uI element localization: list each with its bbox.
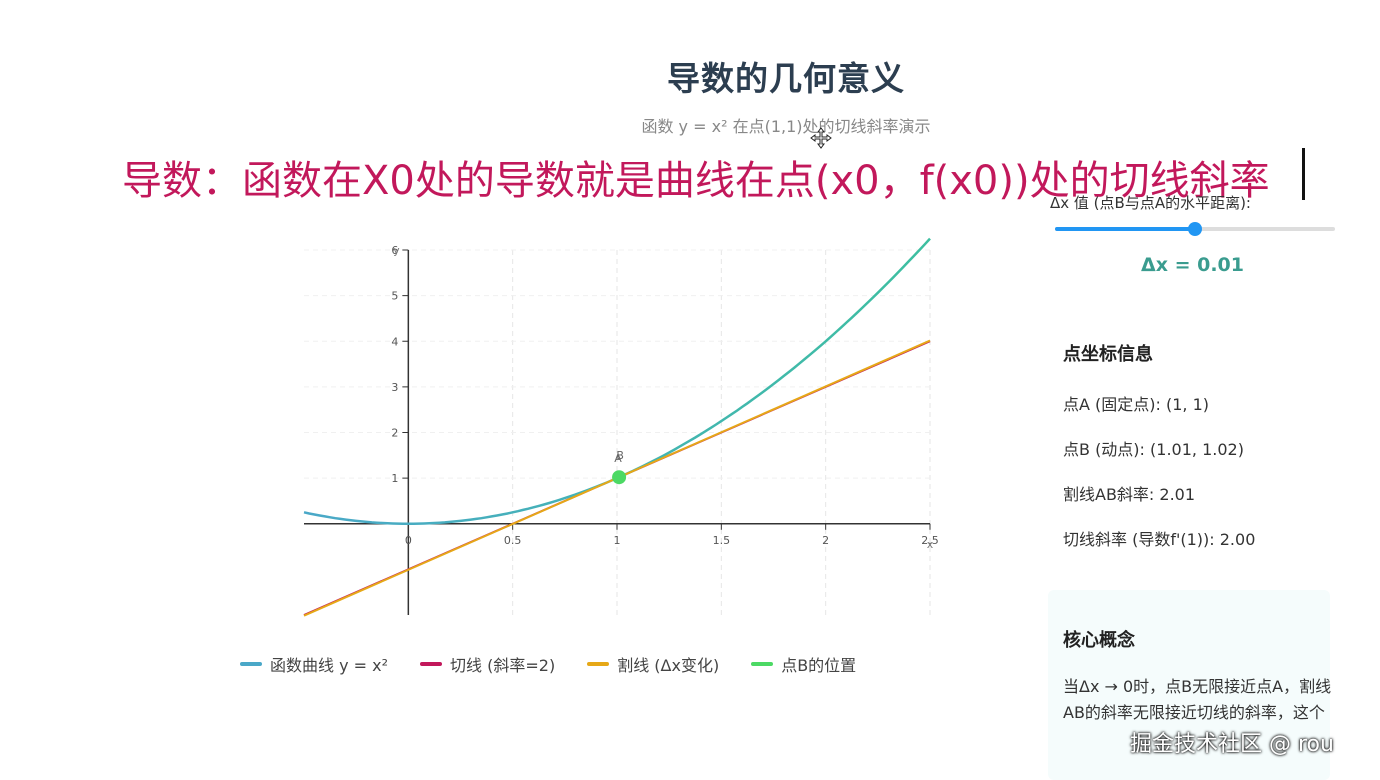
- derivative-chart: 0 0.5 1 1.5 2 2.5 1 2 3 4 5 6 x y AB: [303, 237, 939, 617]
- legend-label: 点B的位置: [781, 656, 857, 675]
- y-tick-label: 2: [391, 427, 398, 440]
- y-tick-label: 6: [391, 244, 398, 257]
- x-axis-label: x: [927, 538, 934, 551]
- text-caret: [1302, 148, 1305, 200]
- legend-swatch: [240, 662, 262, 666]
- x-tick-label: 2: [822, 534, 829, 547]
- overlay-caption: 导数：函数在X0处的导数就是曲线在点(x0，f(x0))处的切线斜率: [122, 158, 1270, 204]
- legend-item[interactable]: 点B的位置: [751, 652, 856, 676]
- chart-legend: 函数曲线 y = x² 切线 (斜率=2) 割线 (Δx变化) 点B的位置: [240, 652, 856, 676]
- y-tick-label: 1: [391, 472, 398, 485]
- x-tick-label: 2.5: [921, 534, 939, 547]
- x-tick-label: 1.5: [713, 534, 731, 547]
- info-heading: 点坐标信息: [1063, 344, 1153, 365]
- y-tick-label: 4: [391, 335, 398, 348]
- legend-label: 割线 (Δx变化): [617, 656, 720, 675]
- legend-label: 切线 (斜率=2): [450, 656, 556, 675]
- y-tick-label: 3: [391, 381, 398, 394]
- page-subtitle: 函数 y = x² 在点(1,1)处的切线斜率演示: [641, 117, 931, 136]
- watermark: 掘金技术社区 @ rou: [1130, 732, 1334, 757]
- move-cursor-icon: [810, 127, 832, 149]
- tangent-slope-info: 切线斜率 (导数f'(1)): 2.00: [1063, 530, 1256, 549]
- dx-slider-fill: [1055, 227, 1195, 231]
- y-tick-label: 5: [391, 290, 398, 303]
- point-a-label: A: [614, 452, 622, 465]
- legend-swatch: [587, 662, 610, 666]
- dx-slider-thumb[interactable]: [1188, 222, 1202, 236]
- x-tick-label: 0: [405, 534, 412, 547]
- point-b-label: B: [616, 449, 624, 462]
- legend-item[interactable]: 割线 (Δx变化): [587, 652, 719, 676]
- y-axis-label: y: [393, 244, 400, 257]
- page-title: 导数的几何意义: [667, 59, 905, 98]
- point-a-info: 点A (固定点): (1, 1): [1063, 395, 1210, 414]
- legend-item[interactable]: 函数曲线 y = x²: [240, 652, 388, 676]
- legend-label: 函数曲线 y = x²: [270, 656, 389, 675]
- concept-text: 当Δx → 0时，点B无限接近点A，割线AB的斜率无限接近切线的斜率，这个: [1063, 677, 1332, 722]
- legend-swatch: [751, 662, 774, 666]
- secant-slope-info: 割线AB斜率: 2.01: [1063, 485, 1196, 504]
- concept-heading: 核心概念: [1063, 630, 1135, 651]
- legend-item[interactable]: 切线 (斜率=2): [420, 652, 555, 676]
- legend-swatch: [420, 662, 443, 666]
- point-b-info: 点B (动点): (1.01, 1.02): [1063, 440, 1244, 459]
- concept-box: [1048, 590, 1330, 780]
- point-b-marker: [612, 470, 627, 485]
- dx-label: Δx 值 (点B与点A的水平距离):: [1050, 194, 1251, 212]
- x-tick-label: 1: [614, 534, 621, 547]
- dx-value: Δx = 0.01: [1141, 254, 1244, 276]
- dx-slider[interactable]: [1055, 222, 1335, 236]
- x-tick-label: 0.5: [504, 534, 522, 547]
